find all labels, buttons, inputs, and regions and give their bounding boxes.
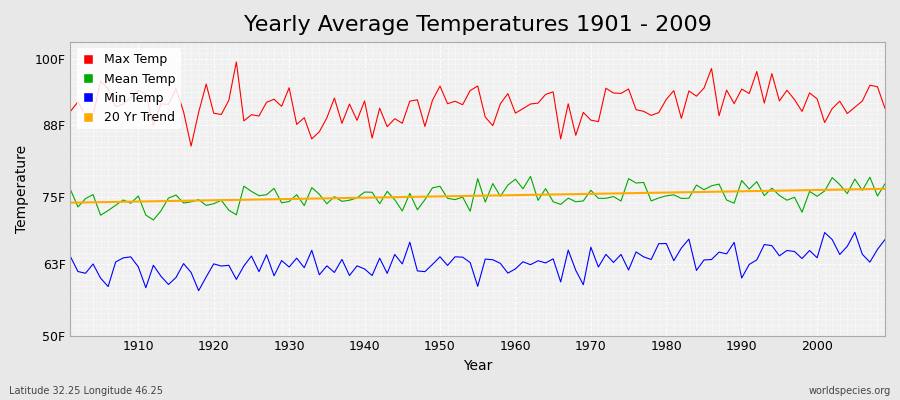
Text: worldspecies.org: worldspecies.org <box>809 386 891 396</box>
Y-axis label: Temperature: Temperature <box>15 145 29 233</box>
Title: Yearly Average Temperatures 1901 - 2009: Yearly Average Temperatures 1901 - 2009 <box>244 15 712 35</box>
Text: Latitude 32.25 Longitude 46.25: Latitude 32.25 Longitude 46.25 <box>9 386 163 396</box>
X-axis label: Year: Year <box>463 359 492 373</box>
Legend: Max Temp, Mean Temp, Min Temp, 20 Yr Trend: Max Temp, Mean Temp, Min Temp, 20 Yr Tre… <box>76 48 181 129</box>
